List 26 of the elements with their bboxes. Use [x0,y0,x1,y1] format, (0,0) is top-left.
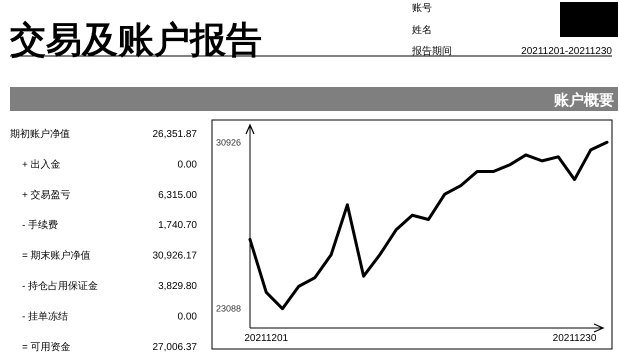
text: 0.00 [178,159,198,170]
text: 姓名 [412,24,432,36]
text: - 持仓占用保证金 [22,280,98,292]
text: - 挂单冻结 [22,310,68,322]
title: 交易及账户报告 [10,19,262,60]
text: 30,926.17 [152,250,198,262]
text: 期初账户净值 [10,128,70,140]
text: 账户概要 [553,91,614,109]
text: 26,351.87 [152,129,198,140]
text: 账号 [412,2,432,14]
text: + 出入金 [22,158,61,170]
text: = 期末账户净值 [22,250,91,262]
y-tick-label: 30926 [216,137,242,148]
x-tick-label: 20211230 [552,333,597,344]
text: = 可用资金 [22,340,71,353]
text: 27,006.37 [152,342,198,353]
text: 6,315.00 [158,190,198,201]
text: 报告期间 [411,45,452,57]
x-tick-label: 20211201 [244,333,289,344]
text: + 交易盈亏 [22,188,71,201]
text: 3,829.80 [158,281,198,292]
text: 20211201-20211230 [521,46,612,57]
text: 1,740.70 [158,220,198,232]
text: 0.00 [178,311,198,322]
y-tick-label: 23088 [216,304,242,314]
text: - 手续费 [22,219,58,232]
